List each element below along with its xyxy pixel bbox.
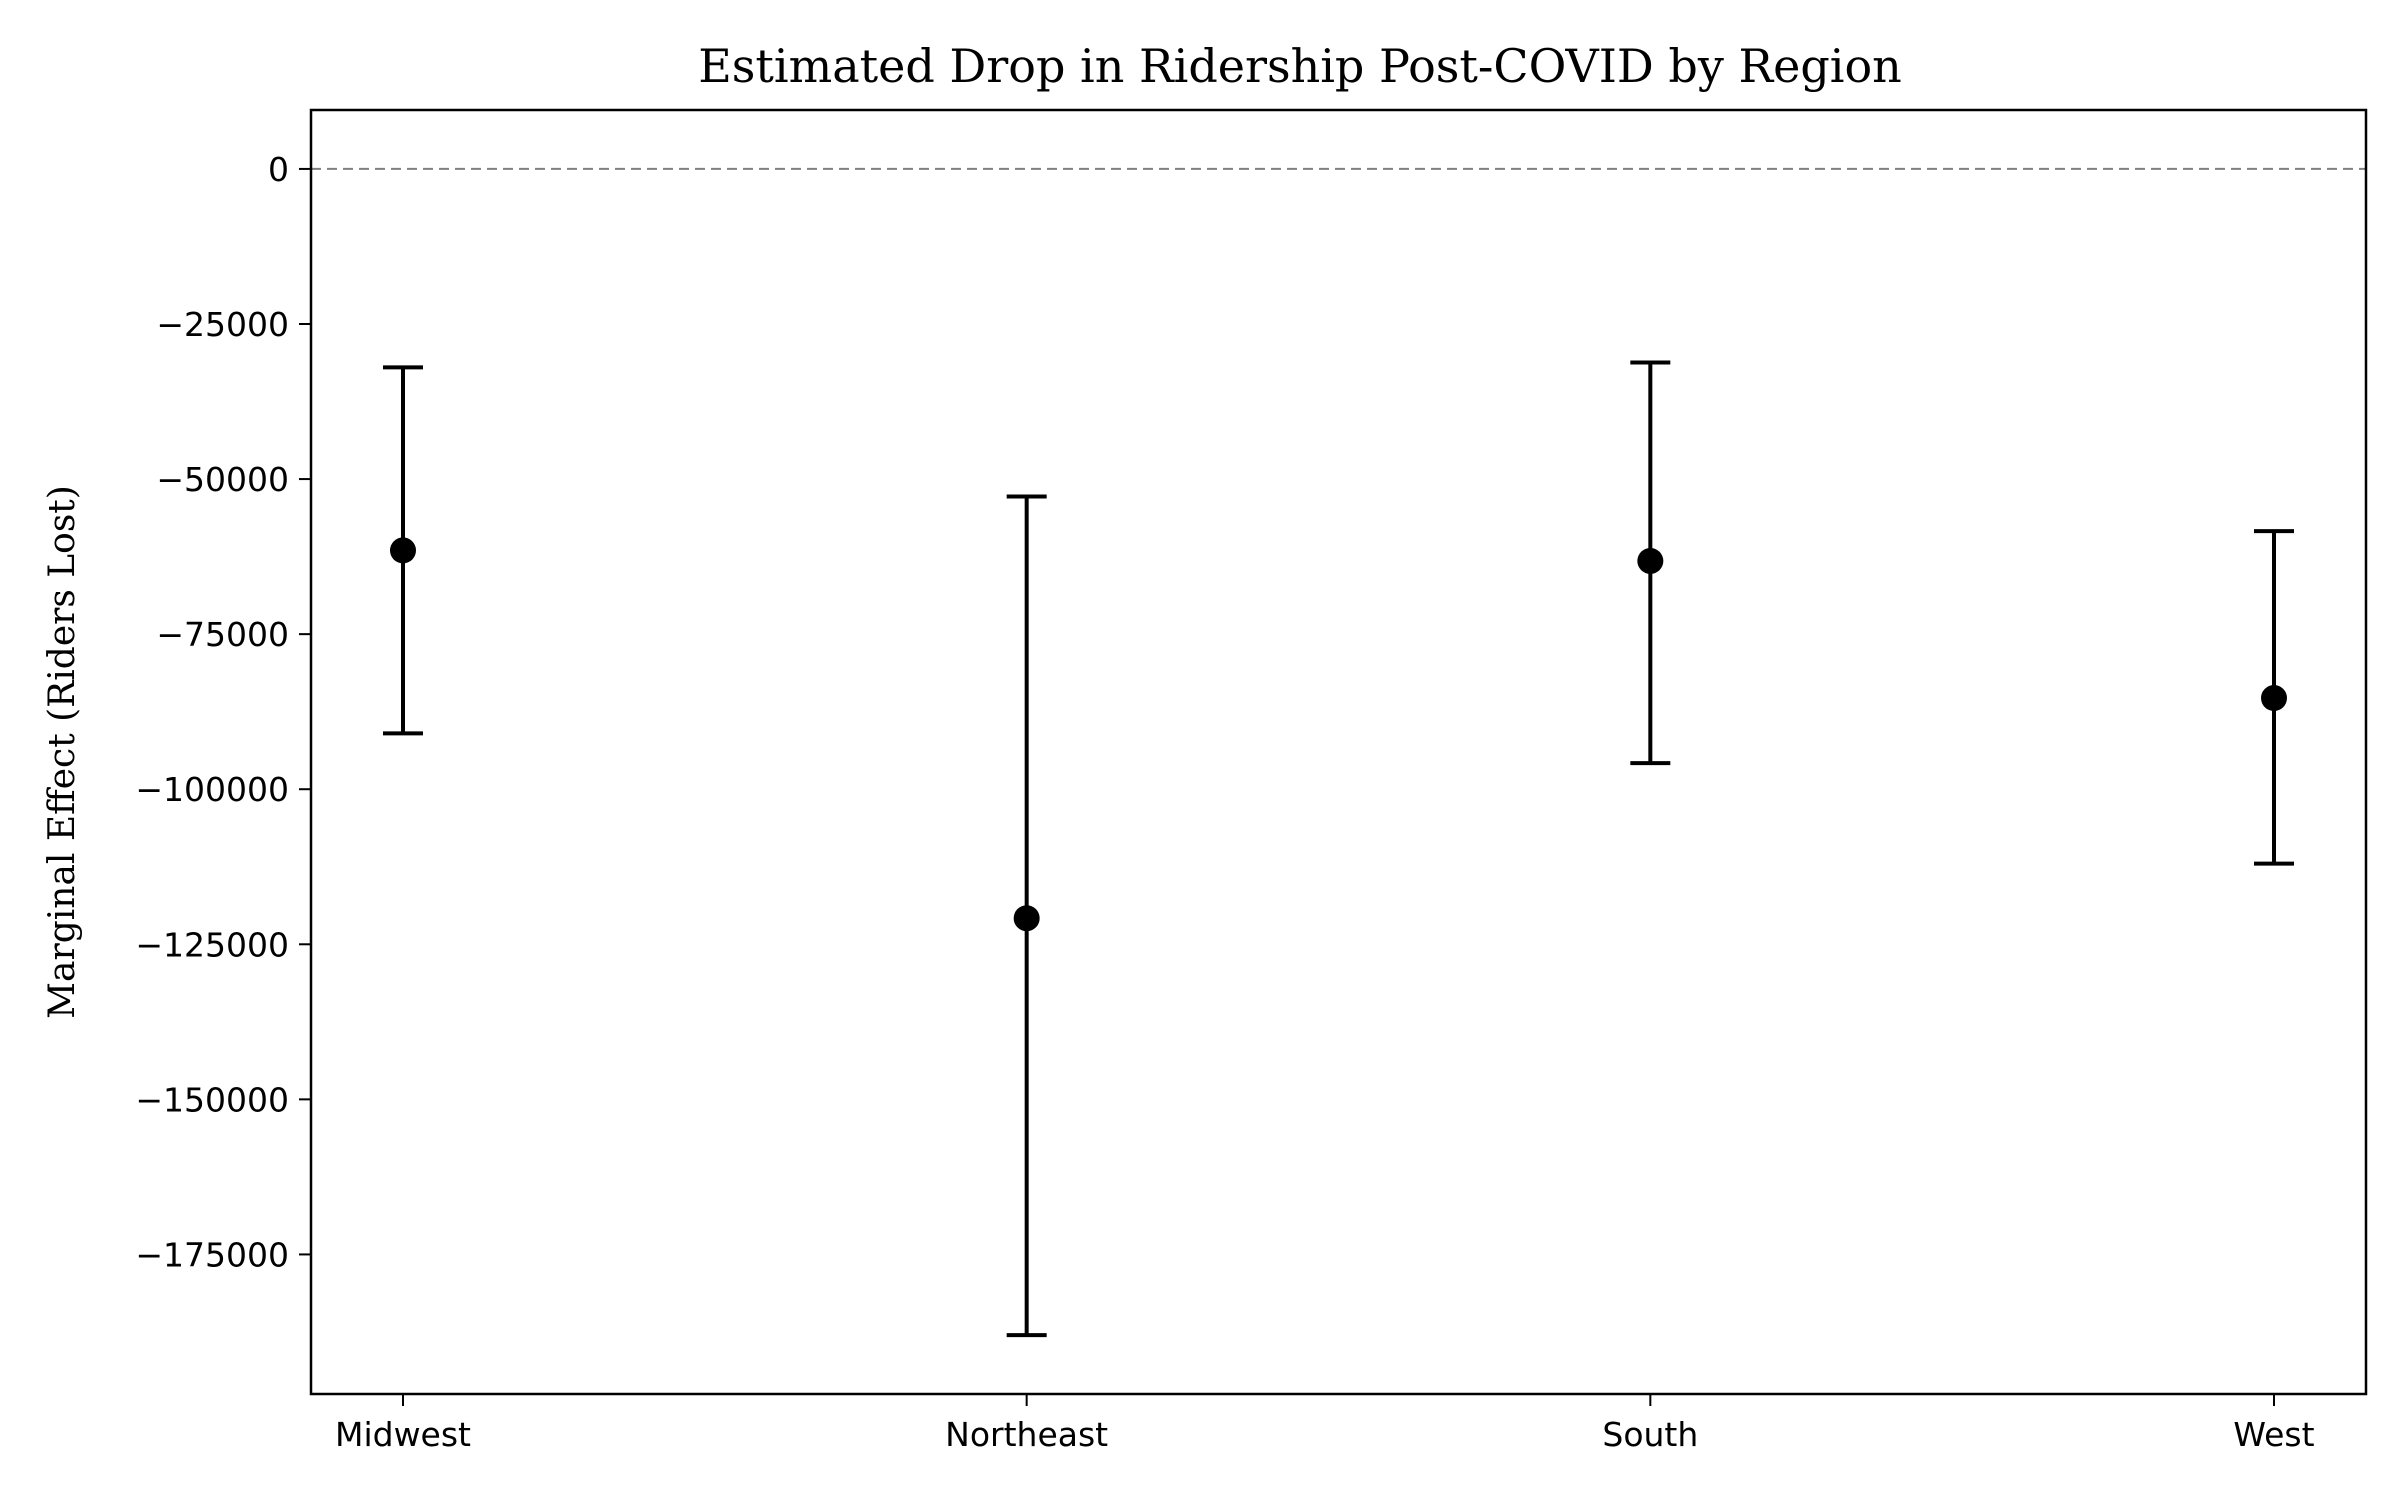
point-marker: [1637, 547, 1664, 574]
point-marker: [1013, 905, 1040, 932]
y-tick-label: −75000: [156, 615, 289, 654]
y-tick-label: −150000: [135, 1080, 289, 1119]
plot-marks: [383, 360, 2294, 1338]
x-tick-label: South: [1602, 1415, 1698, 1454]
x-tick-label: West: [2233, 1415, 2314, 1454]
y-tick-label: −125000: [135, 925, 289, 964]
y-axis-ticks: 0 −25000 −50000 −75000 −100000 −125000 −150000…: [135, 150, 311, 1274]
y-tick-label: −175000: [135, 1235, 289, 1274]
chart-title: Estimated Drop in Ridership Post-COVID b…: [698, 39, 1902, 93]
point-marker: [2261, 685, 2287, 712]
x-axis-ticks: Midwest Northeast South West: [335, 1394, 2315, 1454]
y-tick-label: −50000: [156, 460, 289, 499]
plot-frame: [309, 108, 2368, 1396]
x-tick-label: Midwest: [335, 1415, 471, 1454]
point-marker: [390, 537, 416, 564]
y-axis-label: Marginal Effect (Riders Lost): [42, 485, 83, 1019]
y-tick-label: 0: [268, 150, 289, 189]
y-tick-label: −25000: [156, 305, 289, 344]
y-tick-label: −100000: [135, 770, 289, 809]
x-tick-label: Northeast: [945, 1415, 1108, 1454]
